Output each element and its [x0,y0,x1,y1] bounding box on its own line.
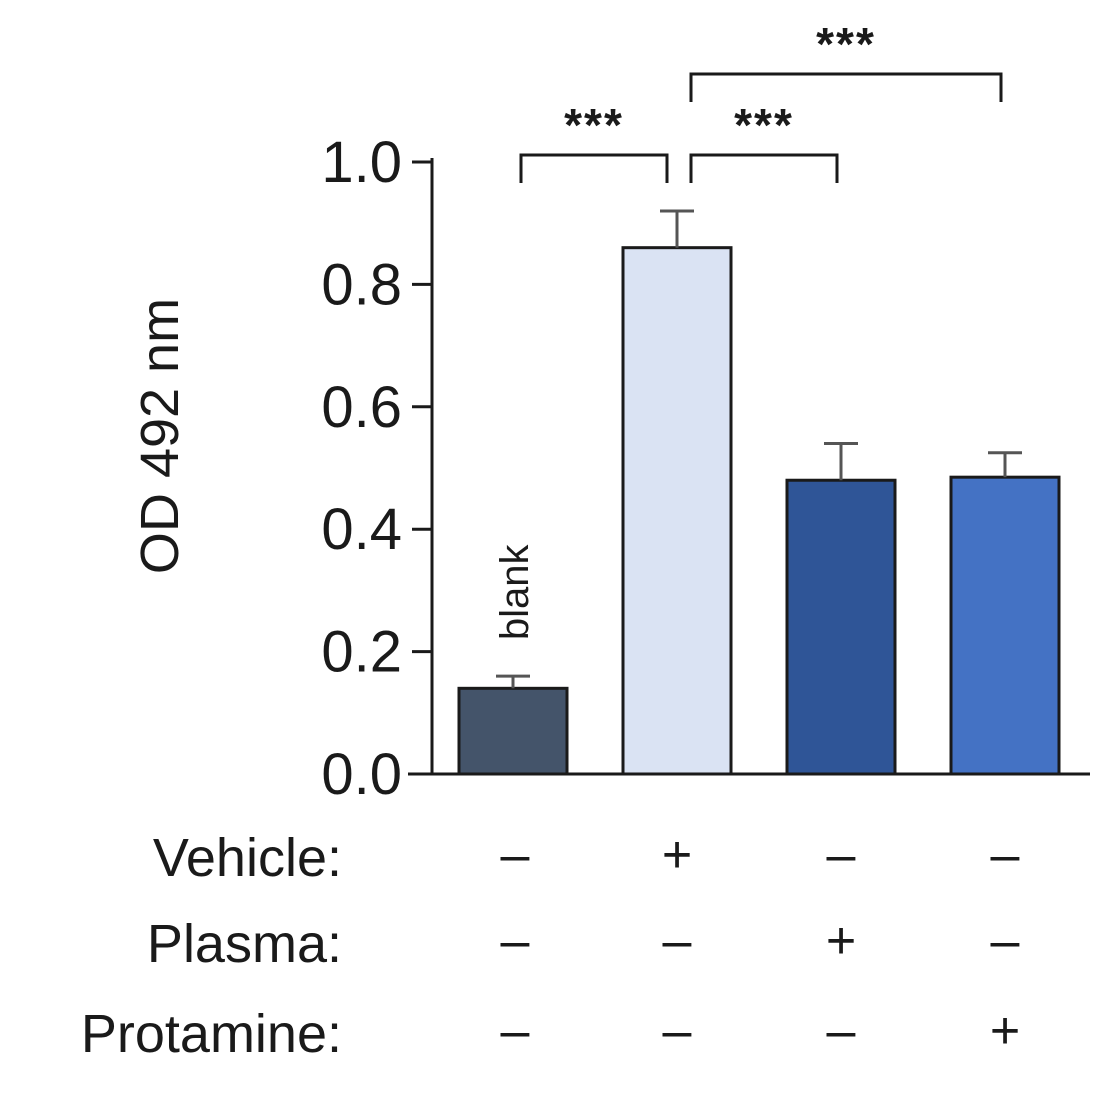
significance-bracket-0 [519,153,669,183]
significance-bracket-1 [689,153,839,183]
condition-sign-2-2: – [827,1002,856,1060]
condition-sign-0-2: – [827,826,856,884]
significance-layer: *** *** *** [519,18,1003,183]
bar-0 [457,686,569,776]
bar-3 [949,475,1061,776]
condition-sign-1-1: – [663,912,692,970]
bar-label-0: blank [493,543,537,640]
condition-sign-0-3: – [991,826,1020,884]
condition-sign-0-1: + [662,826,692,884]
condition-sign-0-0: – [501,826,530,884]
significance-bracket-2 [689,72,1003,102]
condition-label-0: Vehicle: [153,828,342,888]
y-axis-label: OD 492 nm [130,298,190,574]
y-tick-label-2: 0.4 [321,497,402,562]
y-tick-label-1: 0.2 [321,620,402,685]
y-tick-label-3: 0.6 [321,375,402,440]
condition-sign-1-2: + [826,912,856,970]
condition-sign-2-3: + [990,1002,1020,1060]
y-tick-label-0: 0.0 [321,742,402,807]
condition-sign-1-0: – [501,912,530,970]
condition-label-2: Protamine: [81,1004,342,1064]
significance-label-0: *** [564,99,624,151]
significance-label-2: *** [816,18,876,70]
y-tick-label-5: 1.0 [321,130,402,195]
bar-2 [785,478,897,776]
bar-layer: blank [457,209,1061,776]
axis-layer: 0.0 0.2 0.4 0.6 0.8 1.0 OD 492 nm [130,130,1090,807]
condition-table: Vehicle: – + – – Plasma: – – + – Protamine: – – – + [81,826,1020,1064]
bar-1 [621,246,733,776]
significance-label-1: *** [734,99,794,151]
condition-sign-2-1: – [663,1002,692,1060]
condition-sign-1-3: – [991,912,1020,970]
condition-sign-2-0: – [501,1002,530,1060]
y-tick-label-4: 0.8 [321,252,402,317]
condition-label-1: Plasma: [147,914,342,974]
